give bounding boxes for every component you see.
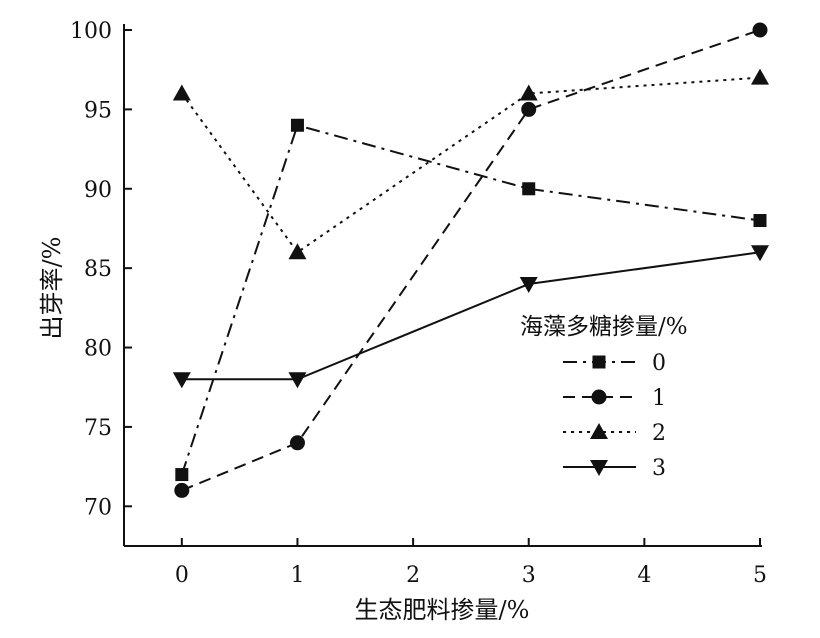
legend-marker-triangle-up	[590, 423, 608, 439]
series-1	[174, 22, 768, 498]
y-axis-title: 出芽率/%	[38, 237, 66, 340]
x-tick-label: 4	[637, 563, 651, 588]
data-point-circle	[752, 22, 768, 38]
data-point-circle	[289, 435, 305, 451]
series-line	[181, 251, 761, 381]
data-point-triangle-up	[172, 84, 191, 101]
x-tick-label: 3	[522, 563, 536, 588]
data-point-square	[753, 214, 767, 228]
series-line	[181, 76, 761, 254]
data-point-triangle-down	[519, 277, 538, 294]
data-point-circle	[521, 101, 537, 117]
y-tick-label: 90	[84, 178, 112, 203]
series-line	[180, 124, 761, 475]
x-axis-title: 生态肥料掺量/%	[355, 596, 530, 624]
legend-item-2: 2	[563, 421, 666, 446]
y-tick-label: 80	[84, 337, 112, 362]
legend-item-3: 3	[563, 456, 666, 481]
y-tick-label: 70	[84, 495, 112, 520]
data-point-triangle-up	[288, 243, 307, 260]
x-tick-label: 1	[290, 563, 304, 588]
data-point-triangle-up	[519, 84, 538, 101]
series-0	[175, 118, 767, 482]
legend-item-0: 0	[563, 351, 666, 376]
legend-label: 3	[652, 456, 666, 481]
data-point-square	[522, 182, 536, 196]
legend-label: 0	[652, 351, 666, 376]
y-tick-label: 95	[84, 98, 112, 123]
legend-label: 1	[652, 386, 666, 411]
x-axis-ticks: 0 1 2 3 4 5	[175, 538, 767, 588]
legend-title: 海藻多糖掺量/%	[520, 314, 688, 340]
legend-item-1: 1	[563, 386, 666, 411]
y-axis-ticks: 70 75 80 85 90 95 100	[70, 19, 132, 520]
y-tick-label: 85	[84, 257, 112, 282]
series-2	[172, 68, 769, 260]
data-point-square	[290, 118, 304, 132]
data-point-circle	[174, 482, 190, 498]
data-point-triangle-down	[172, 372, 191, 389]
series-layer	[172, 22, 769, 498]
axes	[123, 24, 762, 547]
data-point-square	[175, 468, 189, 482]
legend-marker-circle	[591, 389, 607, 405]
series-line	[181, 29, 761, 492]
x-tick-label: 5	[753, 563, 767, 588]
series-3	[172, 245, 769, 389]
legend: 海藻多糖掺量/% 0 1 2 3	[520, 314, 688, 481]
data-point-triangle-down	[288, 372, 307, 389]
x-tick-label: 0	[175, 563, 189, 588]
y-tick-label: 75	[84, 416, 112, 441]
data-point-triangle-up	[751, 68, 769, 85]
y-tick-label: 100	[70, 19, 112, 44]
legend-items: 0 1 2 3	[563, 351, 666, 481]
data-point-triangle-down	[751, 245, 769, 262]
legend-marker-triangle-down	[590, 460, 608, 476]
legend-label: 2	[652, 421, 666, 446]
x-tick-label: 2	[406, 563, 420, 588]
legend-marker-square	[592, 355, 606, 369]
